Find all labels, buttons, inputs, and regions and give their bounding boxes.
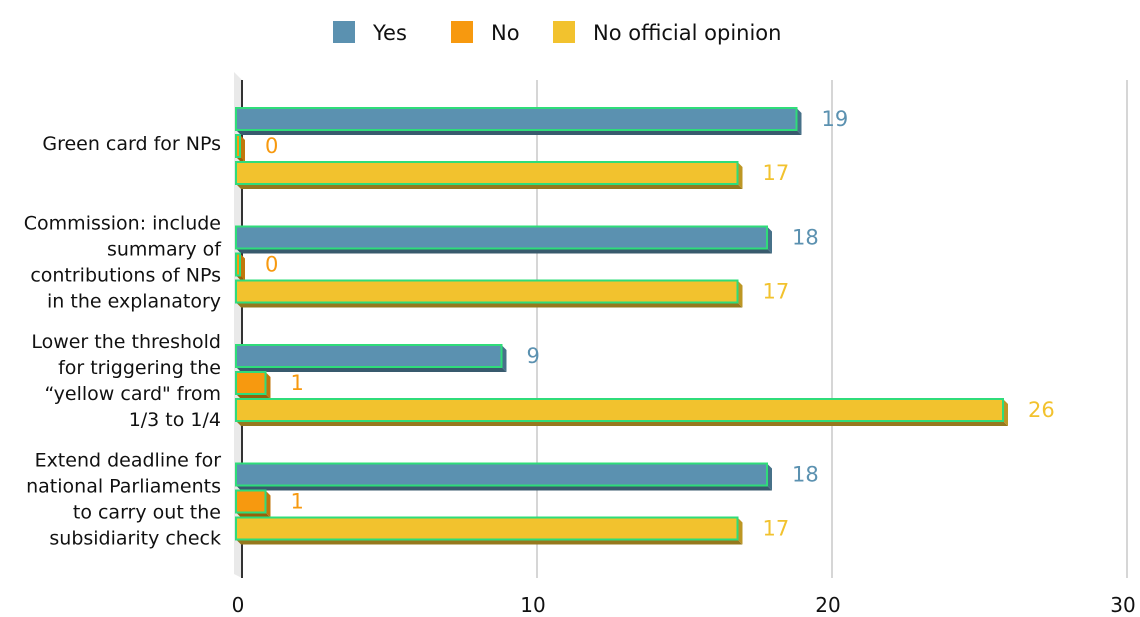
bar-face — [235, 252, 241, 277]
bar-depth-bottom — [236, 421, 1008, 426]
bar — [235, 489, 271, 518]
bar-depth-side — [767, 463, 772, 491]
bar-depth-side — [737, 280, 743, 308]
bar — [235, 225, 772, 254]
bar — [235, 398, 1008, 426]
axis-wall — [234, 72, 242, 578]
legend: Yes No No official opinion — [333, 21, 781, 45]
bar-depth-side — [265, 490, 271, 518]
category-label: Extend deadline for national Parliaments t… — [26, 450, 221, 550]
bar-depth-bottom — [236, 512, 271, 518]
bar-depth-bottom — [236, 394, 271, 399]
legend-swatch — [333, 21, 355, 43]
bar — [235, 161, 743, 189]
bar-depth-side — [240, 135, 245, 162]
gridlines — [234, 72, 1128, 578]
bar-face — [235, 279, 739, 304]
bar-face — [235, 398, 1004, 422]
bar — [235, 107, 802, 135]
data-label: 17 — [763, 517, 790, 541]
bar-face — [235, 344, 503, 368]
bar-face — [235, 134, 241, 158]
bar — [235, 279, 743, 308]
data-label: 17 — [763, 280, 790, 304]
x-tick-label: 10 — [520, 593, 545, 617]
bar-depth-side — [796, 108, 802, 135]
bar-depth-bottom — [236, 539, 743, 545]
bar-depth-bottom — [236, 485, 772, 491]
bar-depth-side — [240, 253, 245, 281]
category-label: Commission: include summary of contributio… — [24, 213, 223, 313]
bar-face — [235, 225, 768, 250]
x-tick-label: 30 — [1110, 593, 1135, 617]
legend-swatch — [451, 21, 473, 43]
bar — [235, 462, 772, 491]
data-label: 17 — [763, 161, 790, 185]
bar-depth-side — [737, 517, 743, 545]
bar-depth-bottom — [236, 130, 802, 135]
legend-swatch — [553, 21, 575, 43]
x-tick-label: 0 — [232, 593, 245, 617]
data-label: 18 — [792, 226, 819, 250]
bar-depth-bottom — [236, 184, 743, 189]
bar — [235, 344, 507, 372]
bar-depth-bottom — [236, 248, 772, 254]
bar-depth-bottom — [236, 157, 245, 162]
bar — [235, 252, 245, 281]
bar-depth-bottom — [236, 367, 507, 372]
legend-label: No — [491, 21, 520, 45]
category-labels: Green card for NPs Commission: include sum… — [24, 133, 223, 550]
bar-depth-bottom — [236, 275, 245, 281]
bar-depth-bottom — [236, 302, 743, 308]
bar-face — [235, 462, 768, 487]
bar-face — [235, 489, 267, 514]
data-label: 9 — [527, 344, 540, 368]
data-label: 18 — [792, 463, 819, 487]
legend-item: No official opinion — [553, 21, 781, 45]
bar — [235, 516, 743, 545]
bar-face — [235, 107, 798, 131]
bar-depth-side — [501, 345, 507, 372]
data-label: 1 — [291, 371, 304, 395]
bar — [235, 371, 271, 399]
bar-face — [235, 516, 739, 541]
bar-face — [235, 161, 739, 185]
data-label: 26 — [1028, 398, 1055, 422]
bar-face — [235, 371, 267, 395]
bar — [235, 134, 245, 162]
x-tick-labels: 0 10 20 30 — [232, 593, 1136, 617]
bar-depth-side — [265, 372, 271, 399]
data-label: 0 — [265, 134, 278, 158]
category-label: Lower the threshold for triggering the “ye… — [31, 331, 221, 431]
legend-item: Yes — [333, 21, 407, 45]
legend-label: Yes — [372, 21, 407, 45]
bar-depth-side — [1003, 399, 1008, 426]
data-label: 0 — [265, 253, 278, 277]
data-label: 19 — [822, 107, 849, 131]
bar-depth-side — [767, 226, 772, 254]
bars: 19 0 17 18 0 17 9 1 26 18 1 17 — [235, 107, 1055, 545]
data-label: 1 — [291, 490, 304, 514]
legend-item: No — [451, 21, 520, 45]
bar-depth-side — [737, 162, 743, 189]
x-tick-label: 20 — [815, 593, 840, 617]
legend-label: No official opinion — [593, 21, 781, 45]
category-label: Green card for NPs — [42, 133, 221, 155]
